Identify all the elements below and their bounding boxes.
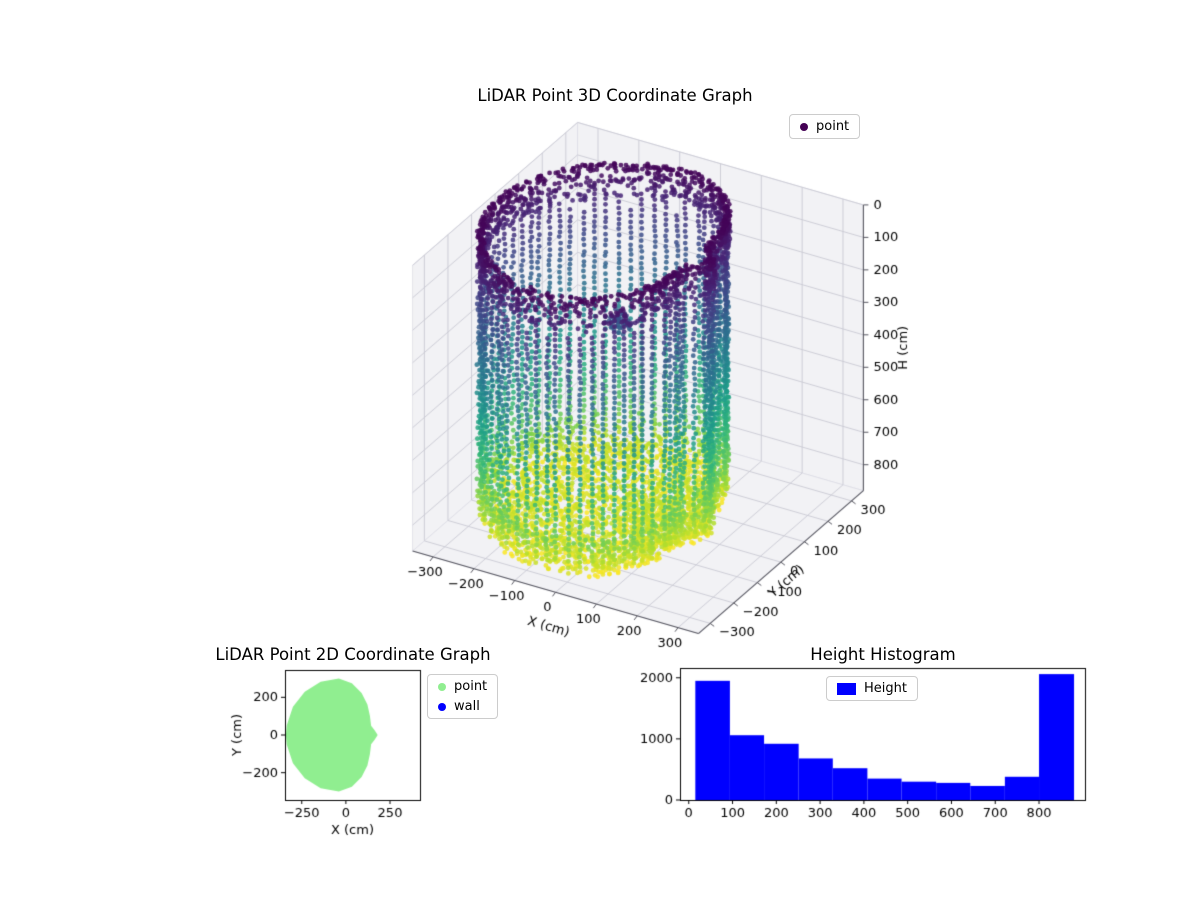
legend-label-wall: wall bbox=[454, 699, 480, 714]
height-marker-icon bbox=[837, 682, 856, 695]
point-marker-icon bbox=[438, 682, 446, 691]
legend-label-height: Height bbox=[864, 681, 907, 696]
legend-label-point: point bbox=[816, 119, 850, 134]
plot2d-canvas bbox=[220, 630, 480, 890]
legend-label-point: point bbox=[454, 679, 488, 694]
legend-item-point: point bbox=[800, 119, 849, 134]
legend-item-height: Height bbox=[837, 681, 907, 696]
plot2d-title: LiDAR Point 2D Coordinate Graph bbox=[215, 645, 491, 664]
plot3d-canvas bbox=[300, 60, 940, 700]
wall-marker-icon bbox=[438, 702, 446, 711]
histogram-canvas bbox=[630, 630, 1120, 890]
legend-item-wall: wall bbox=[438, 699, 487, 714]
point-marker-icon bbox=[800, 122, 808, 131]
plot2d-legend: point wall bbox=[427, 674, 499, 719]
legend-item-point: point bbox=[438, 679, 487, 694]
histogram-legend: Height bbox=[826, 676, 918, 701]
histogram-title: Height Histogram bbox=[810, 645, 956, 664]
plot3d-title: LiDAR Point 3D Coordinate Graph bbox=[477, 86, 753, 105]
plot3d-legend: point bbox=[789, 114, 861, 139]
